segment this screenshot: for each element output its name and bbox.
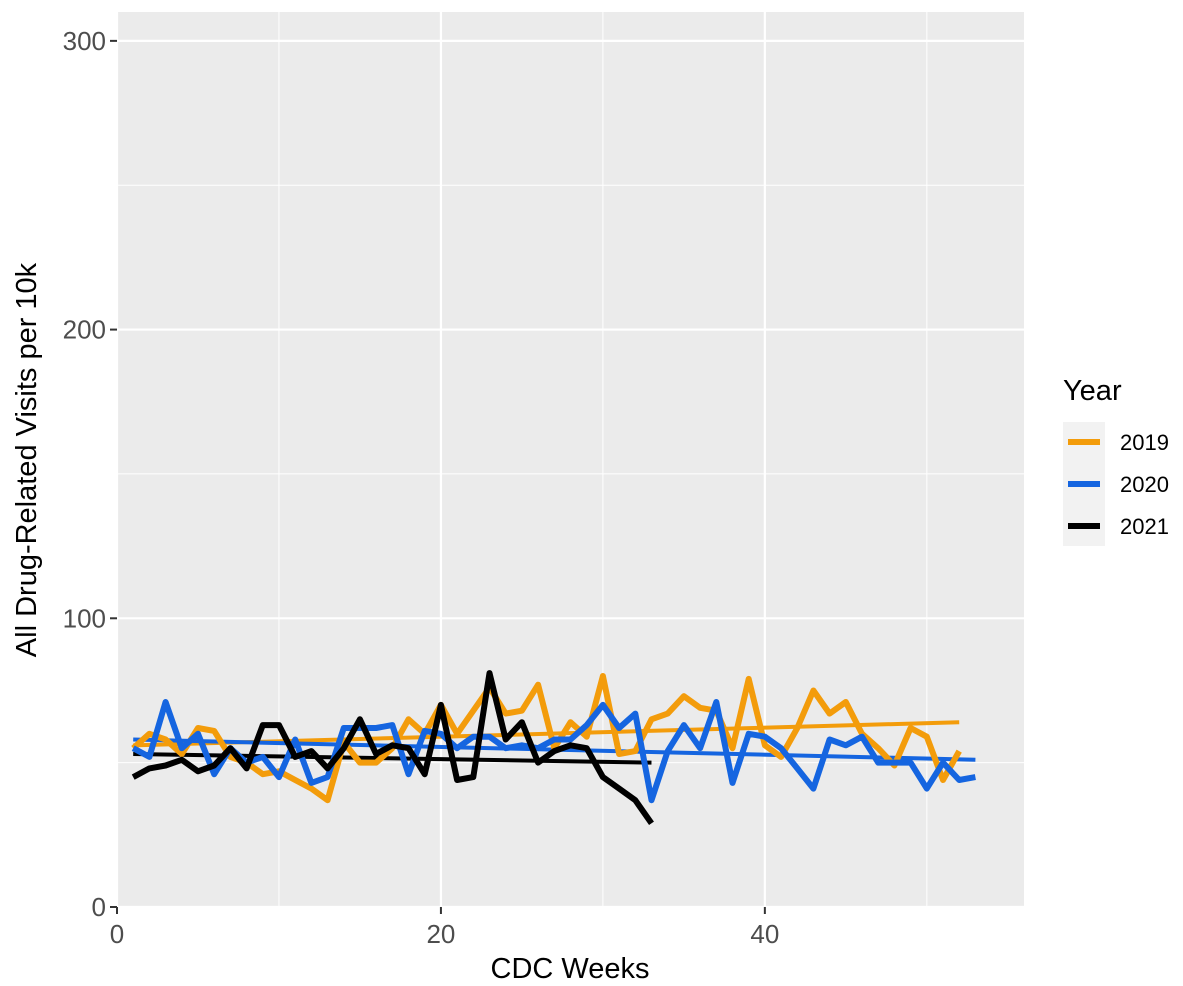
- x-tick-label: 20: [426, 919, 455, 949]
- legend: Year 2019 2020 2021: [1063, 375, 1169, 546]
- legend-label-2020: 2020: [1120, 472, 1169, 497]
- y-tick-label: 100: [63, 603, 106, 633]
- y-tick-label: 200: [63, 315, 106, 345]
- series-lines: [131, 670, 976, 826]
- legend-label-2021: 2021: [1120, 514, 1169, 539]
- tick-labels: 0 20 40 0 100 200 300: [63, 26, 780, 949]
- series-line-2021: [131, 670, 654, 826]
- legend-entries: 2019 2020 2021: [1068, 430, 1169, 539]
- legend-label-2019: 2019: [1120, 430, 1169, 455]
- major-grid: [115, 12, 1024, 909]
- legend-title: Year: [1063, 375, 1122, 407]
- y-tick-label: 300: [63, 26, 106, 56]
- x-tick-label: 0: [110, 919, 124, 949]
- x-tick-label: 40: [750, 919, 779, 949]
- axis-ticks: [110, 39, 766, 914]
- y-axis-title: All Drug-Related Visits per 10k: [11, 262, 43, 657]
- y-tick-label: 0: [92, 892, 106, 922]
- panel-background: [117, 12, 1024, 907]
- x-axis-title: CDC Weeks: [491, 953, 650, 985]
- series-line-2019: [131, 673, 962, 804]
- series-line-2020: [131, 699, 976, 804]
